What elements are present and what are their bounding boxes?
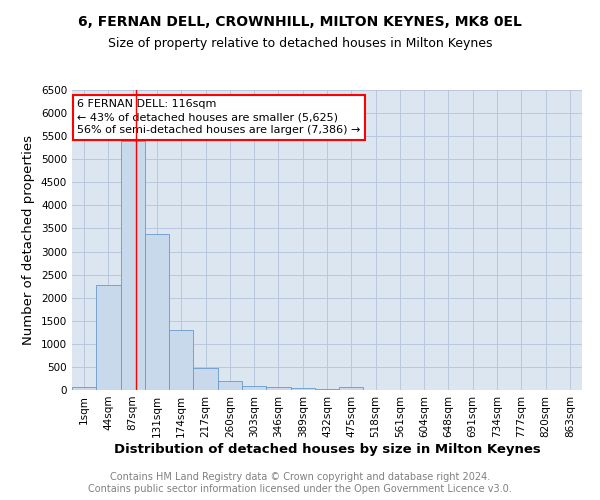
Bar [121,141,145,390]
Text: Contains public sector information licensed under the Open Government Licence v3: Contains public sector information licen… [88,484,512,494]
Text: Size of property relative to detached houses in Milton Keynes: Size of property relative to detached ho… [108,38,492,51]
Bar [339,387,364,390]
Bar [193,368,218,390]
Bar [72,386,96,390]
Text: Distribution of detached houses by size in Milton Keynes: Distribution of detached houses by size … [113,442,541,456]
Text: Contains HM Land Registry data © Crown copyright and database right 2024.: Contains HM Land Registry data © Crown c… [110,472,490,482]
Text: 6, FERNAN DELL, CROWNHILL, MILTON KEYNES, MK8 0EL: 6, FERNAN DELL, CROWNHILL, MILTON KEYNES… [78,15,522,29]
Text: 6 FERNAN DELL: 116sqm
← 43% of detached houses are smaller (5,625)
56% of semi-d: 6 FERNAN DELL: 116sqm ← 43% of detached … [77,99,361,136]
Bar [218,382,242,390]
Bar [242,386,266,390]
Bar [169,330,193,390]
Bar [290,388,315,390]
Y-axis label: Number of detached properties: Number of detached properties [22,135,35,345]
Bar [145,234,169,390]
Bar [96,285,121,390]
Bar [266,387,290,390]
